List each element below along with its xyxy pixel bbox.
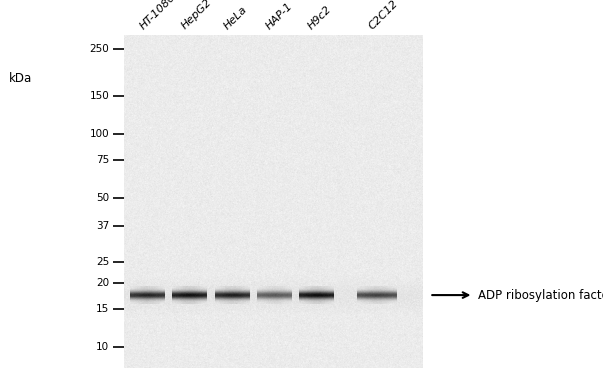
Text: 37: 37: [96, 221, 109, 231]
Text: 10: 10: [96, 342, 109, 352]
Text: C2C12: C2C12: [367, 0, 400, 31]
Text: 100: 100: [89, 129, 109, 139]
Text: 250: 250: [89, 44, 109, 54]
Text: HT-1080: HT-1080: [137, 0, 177, 31]
Text: ADP ribosylation factor 5: ADP ribosylation factor 5: [478, 289, 603, 301]
Text: HepG2: HepG2: [180, 0, 214, 31]
Text: HeLa: HeLa: [222, 4, 249, 31]
Text: kDa: kDa: [9, 72, 33, 85]
Text: HAP-1: HAP-1: [264, 1, 295, 31]
Text: H9c2: H9c2: [306, 4, 334, 31]
Text: 15: 15: [96, 304, 109, 314]
Text: 150: 150: [89, 91, 109, 101]
Text: 75: 75: [96, 155, 109, 165]
Text: 50: 50: [96, 193, 109, 203]
Text: 25: 25: [96, 257, 109, 267]
Text: 20: 20: [96, 278, 109, 288]
